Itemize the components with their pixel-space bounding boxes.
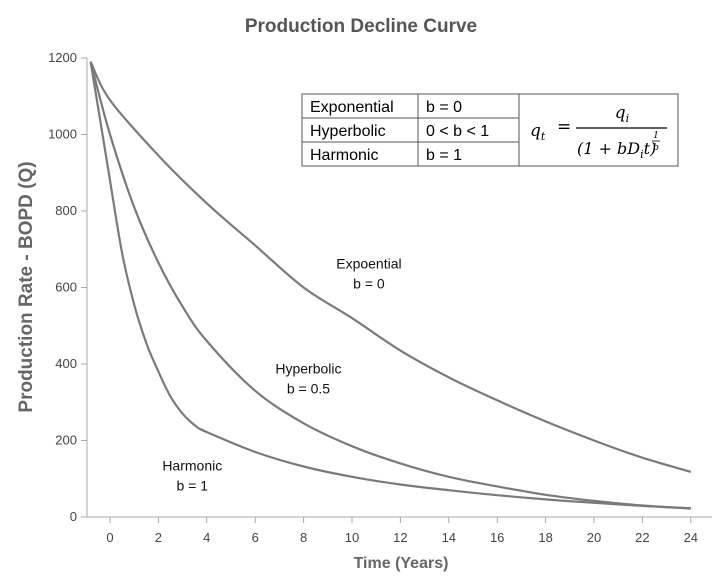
curve-annotation: Hyperbolic b = 0.5: [275, 361, 341, 397]
formula-denominator: (1 + bDit): [577, 139, 656, 161]
y-tick-label: 600: [55, 280, 77, 295]
y-tick-label: 1000: [48, 127, 77, 142]
curve-annotations: Expoential b = 0 Hyperbolic b = 0.5 Harmonic…: [162, 255, 401, 493]
x-tick-label: 14: [442, 530, 456, 545]
curve-annotation: Harmonic b = 1: [162, 457, 222, 493]
y-tick-label: 0: [70, 509, 77, 524]
x-tick-label: 18: [538, 530, 552, 545]
curves: [89, 61, 692, 510]
y-tick-label: 400: [55, 356, 77, 371]
hyperbolic-curve: [89, 61, 691, 510]
legend-row-name: Hyperbolic: [310, 123, 386, 140]
curve-annotation: Expoential b = 0: [336, 255, 401, 291]
x-axis-title: Time (Years): [354, 555, 449, 572]
legend-table-border: [301, 93, 679, 167]
x-tick-label: 8: [300, 530, 307, 545]
x-tick-label: 6: [252, 530, 259, 545]
x-tick-label: 2: [155, 530, 162, 545]
x-tick-label: 12: [393, 530, 407, 545]
formula-exponent-num: 1: [653, 131, 659, 141]
x-tick-label: 0: [106, 530, 113, 545]
x-tick-label: 24: [684, 530, 698, 545]
x-tick-label: 20: [587, 530, 601, 545]
legend-table: Exponential b = 0 Hyperbolic 0 < b < 1 H…: [301, 93, 679, 167]
x-tick-label: 4: [203, 530, 210, 545]
exponential-curve: [89, 61, 692, 473]
y-axis-ticks: 0 200 400 600 800 1000 1200: [48, 50, 87, 524]
legend-row-name: Harmonic: [310, 147, 378, 164]
x-tick-label: 16: [490, 530, 504, 545]
y-axis-title: Production Rate - BOPD (Q): [16, 161, 37, 412]
formula-numerator: qi: [615, 103, 629, 125]
x-tick-label: 10: [345, 530, 359, 545]
y-tick-label: 200: [55, 433, 77, 448]
legend-row-cond: b = 1: [426, 147, 462, 164]
formula-lhs: qt: [530, 121, 546, 143]
legend-row-name: Exponential: [310, 99, 394, 116]
y-tick-label: 800: [55, 203, 77, 218]
x-axis-ticks: 0 2 4 6 8 10 12 14 16 18 20 22 24: [106, 517, 698, 545]
legend-row-cond: b = 0: [426, 99, 462, 116]
chart-title: Production Decline Curve: [245, 16, 477, 37]
y-tick-label: 1200: [48, 50, 77, 65]
x-tick-label: 22: [635, 530, 649, 545]
formula-exponent-den: b: [653, 143, 659, 153]
formula-equals: =: [557, 117, 571, 137]
legend-row-cond: 0 < b < 1: [426, 123, 489, 140]
harmonic-curve: [89, 61, 691, 510]
